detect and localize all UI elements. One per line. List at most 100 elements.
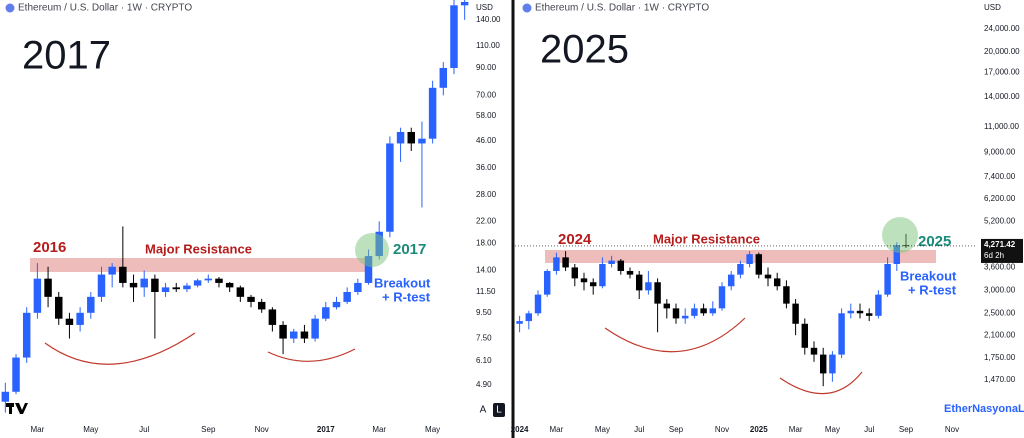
candle-body	[847, 310, 855, 314]
candle-body	[764, 274, 772, 279]
y-tick-label: 11,000.00	[984, 122, 1020, 131]
year-title: 2017	[22, 34, 111, 78]
candle-body	[204, 278, 213, 281]
resistance-zone	[30, 258, 370, 272]
x-tick-label: Jul	[139, 425, 149, 434]
x-tick-label: Mar	[550, 425, 564, 434]
x-tick-label: Mar	[30, 425, 44, 434]
y-tick-label: 46.00	[476, 136, 497, 145]
scale-button[interactable]: L	[496, 405, 502, 416]
header: Ethereum / U.S. Dollar · 1W · CRYPTO	[535, 3, 709, 14]
highlight-circle	[355, 233, 389, 267]
candle-body	[783, 286, 790, 304]
x-tick-label: May	[83, 425, 98, 434]
x-tick-label: 2025	[750, 425, 768, 434]
x-tick-label: Jul	[634, 425, 644, 434]
header-bg	[2, 0, 202, 16]
y-tick-label: 24,000.00	[984, 24, 1020, 33]
candle-body	[257, 301, 266, 310]
candle-body	[65, 318, 74, 325]
candle-body	[810, 347, 818, 355]
y-tick-label: 3,000.00	[984, 285, 1016, 294]
y-tick-label: 28.00	[476, 190, 497, 199]
candle-body	[22, 312, 31, 358]
candle-body	[681, 315, 689, 319]
candle-body	[407, 131, 415, 144]
candle-body	[460, 1, 469, 6]
annotation: Breakout	[374, 275, 431, 290]
resistance-zone	[545, 250, 936, 263]
x-tick-label: Nov	[945, 425, 959, 434]
candle-body	[364, 256, 373, 283]
year-title: 2025	[540, 28, 629, 72]
tv-logo	[6, 403, 28, 414]
y-tick-label: 36.00	[476, 163, 497, 172]
y-tick-label: 20,000.00	[984, 47, 1020, 56]
candle-body	[396, 131, 405, 144]
y-tick-label: 7,400.00	[984, 172, 1016, 181]
candle-body	[439, 67, 448, 88]
annotation: 2025	[918, 233, 951, 250]
y-tick-label: 17,000.00	[984, 67, 1020, 76]
header-bg	[519, 0, 719, 16]
candle-body	[119, 266, 127, 283]
candle-body	[580, 278, 588, 283]
candle-body	[108, 266, 116, 275]
y-tick-label: 11.50	[476, 287, 496, 296]
last-price: 4,271.42	[984, 240, 1016, 249]
annotation: Breakout	[900, 268, 957, 283]
currency: USD	[476, 3, 493, 12]
curve-arrow	[44, 332, 196, 365]
candle-body	[663, 303, 671, 309]
candle-body	[746, 254, 753, 264]
y-tick-label: 3,600.00	[984, 263, 1016, 272]
x-tick-label: Mar	[372, 425, 386, 434]
candle-body	[279, 324, 287, 339]
candle-body	[386, 143, 394, 232]
candle-body	[571, 267, 579, 279]
highlight-circle	[882, 217, 918, 253]
header: Ethereum / U.S. Dollar · 1W · CRYPTO	[18, 3, 192, 14]
candle-body	[97, 274, 106, 297]
candle-body	[617, 260, 625, 271]
candle-body	[838, 313, 845, 355]
x-tick-label: May	[595, 425, 610, 434]
currency: USD	[984, 3, 1001, 12]
candle-body	[76, 312, 84, 325]
y-tick-label: 1,470.00	[984, 375, 1016, 384]
eth-icon	[522, 3, 532, 13]
candle-body	[553, 257, 560, 271]
y-tick-label: 18.00	[476, 238, 497, 247]
eth-icon	[5, 3, 15, 13]
candle-body	[691, 308, 698, 316]
candle-body	[193, 280, 202, 286]
y-tick-label: 2,500.00	[984, 308, 1016, 317]
candle-body	[792, 303, 799, 324]
curve-arrow	[779, 371, 863, 395]
x-tick-label: 2024	[511, 425, 529, 434]
y-tick-label: 90.00	[476, 63, 497, 72]
candle-body	[225, 282, 234, 288]
candle-body	[322, 307, 330, 319]
scale-button[interactable]: A	[480, 405, 487, 416]
annotation: Major Resistance	[653, 231, 760, 246]
candle-body	[599, 263, 606, 287]
y-tick-label: 9.50	[476, 308, 492, 317]
y-tick-label: 140.00	[476, 15, 501, 24]
candle-body	[55, 296, 63, 319]
candle-body	[33, 278, 42, 313]
x-tick-label: 2017	[317, 425, 335, 434]
curve-arrow	[604, 317, 746, 353]
candle-body	[865, 313, 873, 316]
candle-body	[525, 313, 533, 322]
candle-body	[801, 323, 809, 348]
countdown: 6d 2h	[984, 251, 1004, 260]
candle-body	[268, 309, 277, 325]
candle-body	[562, 257, 569, 268]
candle-body	[654, 282, 661, 304]
candle-body	[311, 318, 319, 339]
candle-body	[893, 245, 901, 264]
candle-body	[300, 331, 309, 339]
candle-body	[418, 138, 426, 144]
y-tick-label: 58.00	[476, 111, 497, 120]
